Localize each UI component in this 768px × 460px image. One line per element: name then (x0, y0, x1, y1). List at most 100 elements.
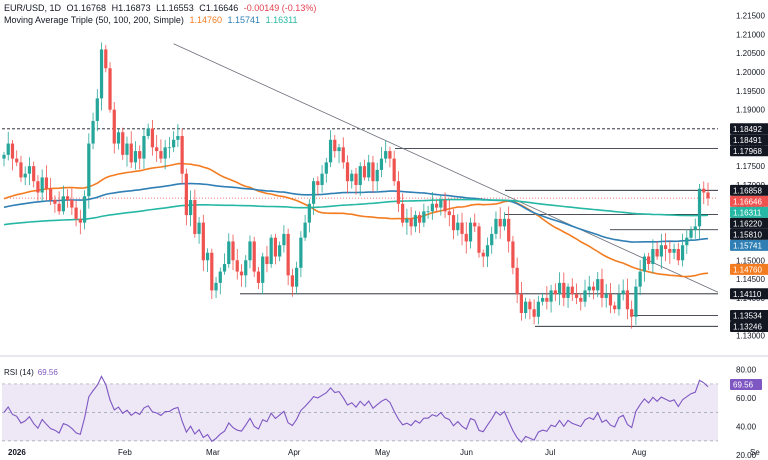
x-tick-label: Jun (460, 448, 473, 457)
candle-body (515, 267, 519, 295)
candle-body (27, 166, 32, 174)
candle-body (621, 290, 625, 295)
candle-body (485, 245, 490, 257)
candle-body (358, 166, 362, 185)
candle-body (562, 282, 566, 298)
ma200-value: 1.16311 (265, 15, 298, 25)
candle-body (396, 181, 401, 204)
rsi-line (3, 375, 709, 444)
candle-body (278, 245, 282, 257)
y-tick-label: 1.15000 (736, 256, 765, 265)
y-tick-label: 1.19000 (736, 106, 765, 115)
price-tag: 1.15810 (730, 228, 768, 240)
candle-body (663, 245, 668, 249)
price-tag: 1.13534 (730, 309, 768, 321)
price-tag-box (730, 263, 768, 275)
x-tick-label: Jul (545, 448, 555, 457)
candle-body (702, 188, 706, 193)
candle-body (557, 282, 562, 295)
change-value: -0.00149 (-0.13%) (243, 3, 317, 13)
candle-body (367, 162, 371, 178)
candle-body (256, 271, 261, 283)
x-tick-label: 2026 (8, 448, 26, 457)
price-tag-label: 1.13246 (733, 322, 762, 331)
candle-body (133, 151, 138, 163)
candle-body (95, 98, 99, 121)
candle-body (630, 309, 634, 317)
candle-body (295, 267, 299, 287)
candle-body (401, 203, 405, 223)
candle-body (443, 200, 447, 212)
y-tick-label: 1.21500 (736, 12, 765, 21)
price-tag-label: 1.15741 (733, 241, 762, 250)
candle-body (44, 177, 49, 189)
candle-body (693, 226, 697, 231)
candle-body (392, 158, 396, 182)
price-tag: 1.18491 (730, 134, 768, 146)
candle-body (121, 132, 125, 155)
candle-body (324, 162, 328, 174)
candle-body (549, 290, 553, 302)
candle-body (350, 173, 354, 182)
price-tag: 1.16311 (730, 206, 768, 218)
candle-body (138, 151, 142, 159)
candle-body (23, 173, 27, 178)
price-tag-box (730, 134, 768, 146)
candle-body (78, 218, 82, 223)
price-tag-label: 1.15810 (733, 230, 762, 239)
candle-body (596, 279, 600, 291)
candle-body (116, 132, 121, 144)
candle-body (507, 218, 511, 242)
candle-body (172, 139, 176, 148)
x-tick-label: Se (750, 448, 760, 457)
candle-body (6, 143, 10, 155)
y-tick-label: 1.20000 (736, 68, 765, 77)
candle-body (536, 301, 540, 317)
price-tag: 1.15741 (730, 239, 768, 251)
candle-body (273, 237, 278, 257)
candle-body (57, 203, 61, 212)
trendline (173, 43, 719, 293)
price-tag-label: 1.16311 (733, 208, 762, 217)
candle-body (125, 143, 129, 155)
price-tag-label: 1.18492 (733, 125, 762, 134)
candle-body (375, 169, 379, 182)
candle-body (91, 120, 95, 144)
candle-body (197, 222, 201, 234)
price-tag-box (730, 239, 768, 251)
candle-body (647, 256, 651, 265)
candle-body (159, 151, 163, 159)
price-tag-box (730, 320, 768, 332)
candle-body (676, 248, 680, 261)
candle-body (447, 211, 451, 216)
candle-body (36, 181, 40, 193)
candle-body (87, 143, 91, 197)
candle-body (434, 203, 439, 208)
symbol-label: EUR/USD, 1D (4, 3, 62, 13)
candle-body (583, 290, 587, 302)
candle-body (282, 233, 286, 246)
price-tag-label: 1.16646 (733, 197, 762, 206)
candle-body (570, 286, 574, 295)
candle-body (566, 286, 570, 298)
candle-body (651, 248, 655, 265)
candle-body (617, 294, 621, 310)
candle-body (188, 200, 193, 216)
x-tick-label: Feb (118, 448, 132, 457)
candle-body (591, 286, 596, 291)
ma200-line (3, 198, 709, 226)
candle-body (239, 271, 244, 276)
candle-body (108, 68, 112, 110)
rsi-y-tick-label: 80.00 (736, 366, 757, 375)
candle-body (218, 271, 222, 283)
candle-body (201, 222, 205, 261)
ma-label: Moving Average Triple (50, 100, 200, Sim… (4, 15, 184, 25)
candle-body (155, 147, 159, 152)
ma50-line (3, 162, 709, 278)
candle-body (299, 237, 303, 268)
candle-body (532, 309, 536, 317)
rsi-y-tick-label: 40.00 (736, 423, 757, 432)
candle-body (379, 158, 384, 170)
candle-body (244, 260, 248, 276)
